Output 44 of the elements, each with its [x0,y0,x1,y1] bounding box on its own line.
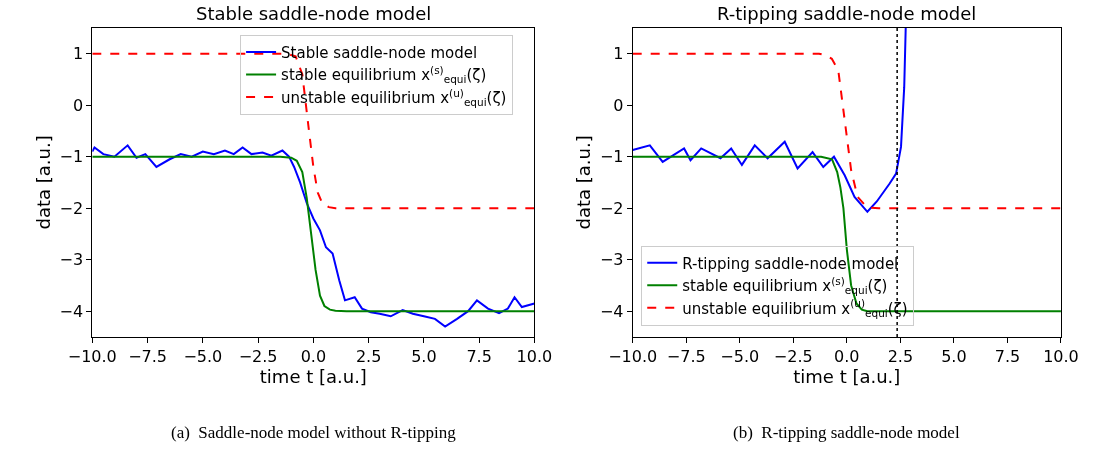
y-axis-title: data [a.u.] [32,135,54,230]
chart-title: R-tipping saddle-node model [717,3,977,24]
y-tick-label: 0 [613,95,624,115]
line-series [632,52,1061,210]
x-tick-label: −5.0 [720,347,760,367]
x-tick-label: −10.0 [67,347,117,367]
x-tick-label: 10.0 [1043,347,1079,367]
y-tick-label: −3 [59,250,84,270]
text: (a) Saddle-node model without R-tipping [171,423,457,442]
x-tick-label: 7.5 [994,347,1021,367]
x-axis-title: time t [a.u.] [259,366,367,388]
y-tick-label: −4 [599,301,624,321]
x-tick-label: 5.0 [411,347,437,367]
y-tick-label: 1 [613,44,624,64]
x-tick-label: 10.0 [516,347,553,367]
x-tick-label: 5.0 [941,347,967,367]
legend-label: stable equilibrium x$^{(s)}$$_{equi}$(ζ) [281,64,487,86]
x-axis-title: time t [a.u.] [793,366,901,388]
x-tick-label: 0.0 [300,347,327,367]
y-tick-label: −2 [59,198,84,218]
y-tick-label: 0 [72,95,84,115]
y-tick-label: 1 [72,44,84,64]
y-tick-label: −4 [59,301,84,321]
x-tick-label: 2.5 [355,347,382,367]
y-tick-label: −3 [599,250,624,270]
legend-label: Stable saddle-node model [281,43,478,62]
x-tick-label: −2.5 [773,347,813,367]
y-tick-label: −2 [599,198,624,218]
line-series [632,27,907,213]
x-tick-label: 2.5 [887,347,914,367]
y-tick-label: −1 [59,147,84,167]
y-tick-label: −1 [599,147,624,167]
x-tick-label: −7.5 [666,347,706,367]
legend-label: unstable equilibrium x$^{(u)}$$_{equi}$(ζ) [281,86,507,108]
x-tick-label: 0.0 [834,347,860,367]
y-axis-title: data [a.u.] [573,135,595,230]
chart-title: Stable saddle-node model [196,3,432,24]
x-tick-label: −7.5 [128,347,167,367]
legend-label: R-tipping saddle-node model [682,254,899,273]
x-tick-label: −5.0 [183,347,223,367]
x-tick-label: 7.5 [466,347,492,367]
text: (b) R-tipping saddle-node model [733,423,960,442]
x-tick-label: −2.5 [238,347,278,367]
x-tick-label: −10.0 [608,347,658,367]
